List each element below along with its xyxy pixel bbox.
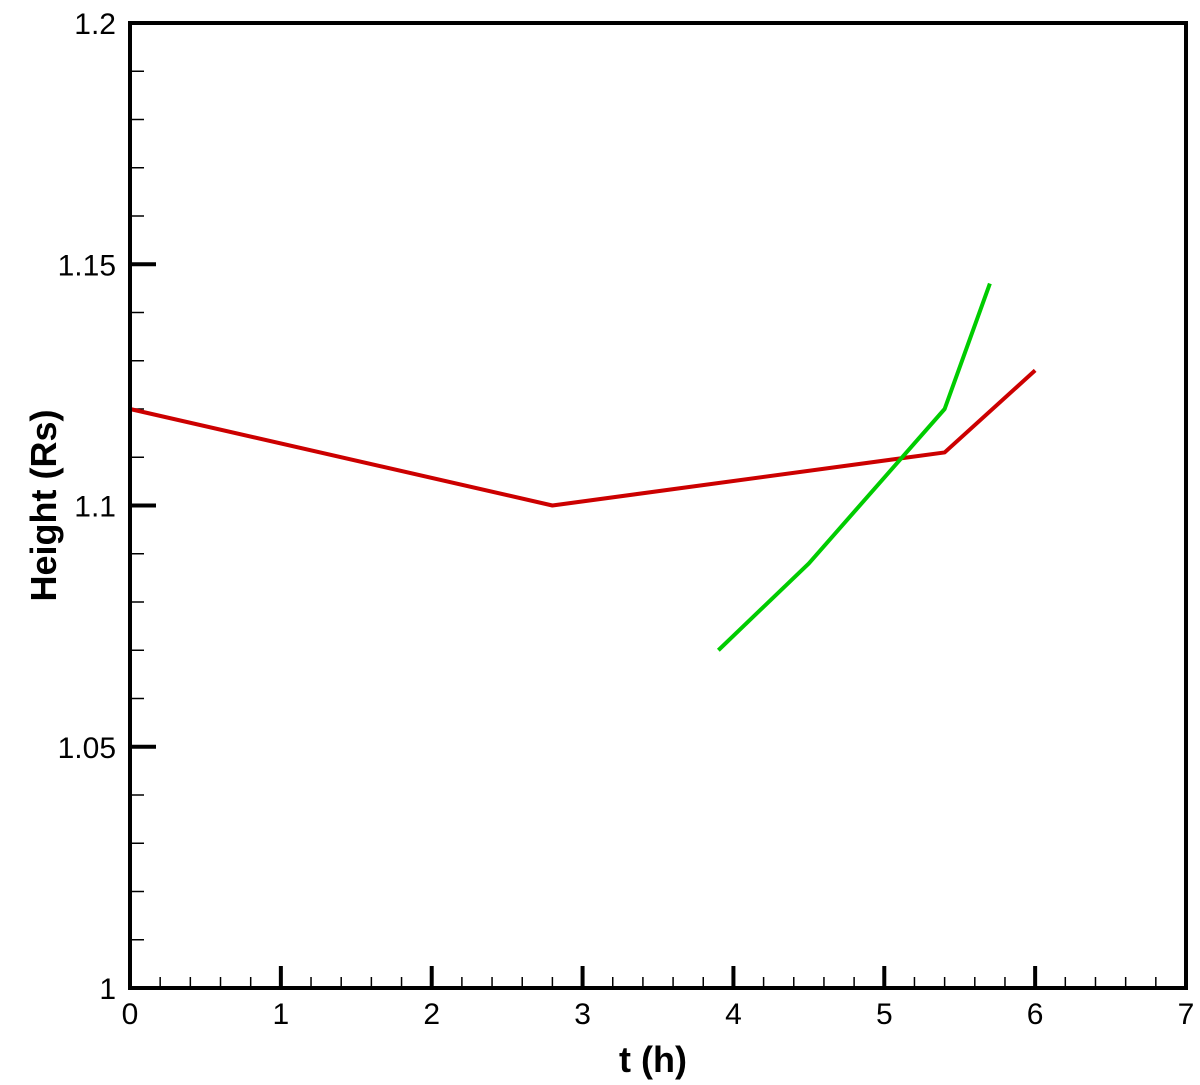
- plot-frame: [128, 21, 1188, 990]
- y-tick-label: 1: [99, 973, 116, 1006]
- x-tick-label: 1: [273, 998, 290, 1031]
- x-axis-label: t (h): [619, 1039, 687, 1080]
- x-tick-label: 0: [122, 998, 139, 1031]
- y-tick-labels: 1 1.05 1.1 1.15 1.2: [58, 8, 116, 1006]
- y-tick-label: 1.2: [74, 8, 116, 41]
- x-tick-label: 3: [574, 998, 591, 1031]
- x-tick-labels: 0 1 2 3 4 5 6 7: [122, 998, 1195, 1031]
- series-line-1: [129, 368, 1037, 508]
- y-tick-label: 1.1: [74, 491, 116, 524]
- y-axis-label: Height (Rs): [23, 410, 64, 602]
- series-layer: [129, 282, 1037, 652]
- y-tick-label: 1.05: [58, 732, 116, 765]
- major-ticks: [128, 21, 1188, 990]
- y-tick-label: 1.15: [58, 249, 116, 282]
- x-tick-label: 7: [1178, 998, 1195, 1031]
- x-tick-label: 6: [1027, 998, 1044, 1031]
- x-tick-label: 4: [725, 998, 742, 1031]
- minor-ticks: [129, 22, 1187, 989]
- series-line-2: [716, 282, 992, 652]
- x-tick-label: 2: [423, 998, 440, 1031]
- x-tick-label: 5: [876, 998, 893, 1031]
